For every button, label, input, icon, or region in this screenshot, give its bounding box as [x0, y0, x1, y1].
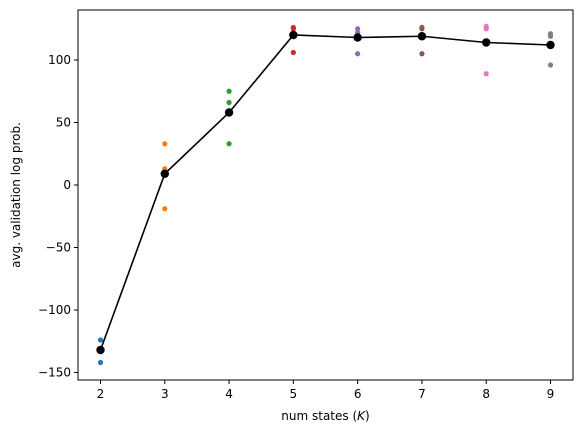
x-tick-label: 5 — [290, 387, 298, 401]
run-point — [547, 62, 554, 68]
mean-point — [96, 345, 105, 355]
y-tick-label: 100 — [48, 53, 71, 67]
mean-series — [96, 30, 555, 355]
y-axis: −150 −100 −50 0 50 100 — [38, 53, 78, 380]
x-tick-label: 2 — [97, 387, 105, 401]
run-point — [97, 359, 104, 366]
run-point — [355, 26, 361, 32]
y-tick-label: −150 — [38, 366, 71, 380]
mean-point — [482, 38, 491, 47]
run-point — [162, 141, 168, 147]
x-axis: 2 3 4 5 6 7 8 9 — [97, 380, 555, 401]
x-tick-label: 7 — [418, 387, 426, 401]
y-tick-label: 0 — [63, 178, 71, 192]
x-tick-label: 6 — [354, 387, 362, 401]
run-point — [162, 206, 168, 212]
run-point — [290, 49, 296, 56]
run-point — [226, 99, 232, 106]
run-points — [97, 23, 554, 366]
plot-area — [77, 9, 574, 381]
x-tick-label: 9 — [547, 387, 555, 401]
mean-point — [224, 108, 234, 117]
plot-frame — [77, 9, 574, 381]
mean-point — [289, 30, 298, 40]
run-point — [419, 26, 425, 32]
run-point — [419, 51, 425, 57]
run-point — [97, 337, 104, 343]
run-point — [226, 141, 232, 147]
x-tick-label: 8 — [482, 387, 490, 401]
y-axis-label: avg. validation log prob. — [9, 122, 23, 268]
mean-point — [546, 40, 555, 50]
run-point — [547, 33, 554, 39]
mean-point — [160, 169, 169, 178]
x-axis-label: num states (K) — [281, 409, 369, 423]
run-point — [483, 26, 489, 32]
run-point — [355, 51, 361, 57]
run-point — [483, 71, 489, 77]
y-tick-label: −50 — [46, 241, 71, 255]
mean-line — [99, 34, 551, 351]
mean-point — [353, 33, 362, 42]
x-tick-label: 4 — [225, 387, 233, 401]
run-point — [290, 26, 296, 32]
mean-point — [417, 32, 427, 41]
x-tick-label: 3 — [161, 387, 169, 401]
y-tick-label: −100 — [38, 303, 71, 317]
y-tick-label: 50 — [56, 116, 71, 130]
run-point — [226, 88, 232, 94]
